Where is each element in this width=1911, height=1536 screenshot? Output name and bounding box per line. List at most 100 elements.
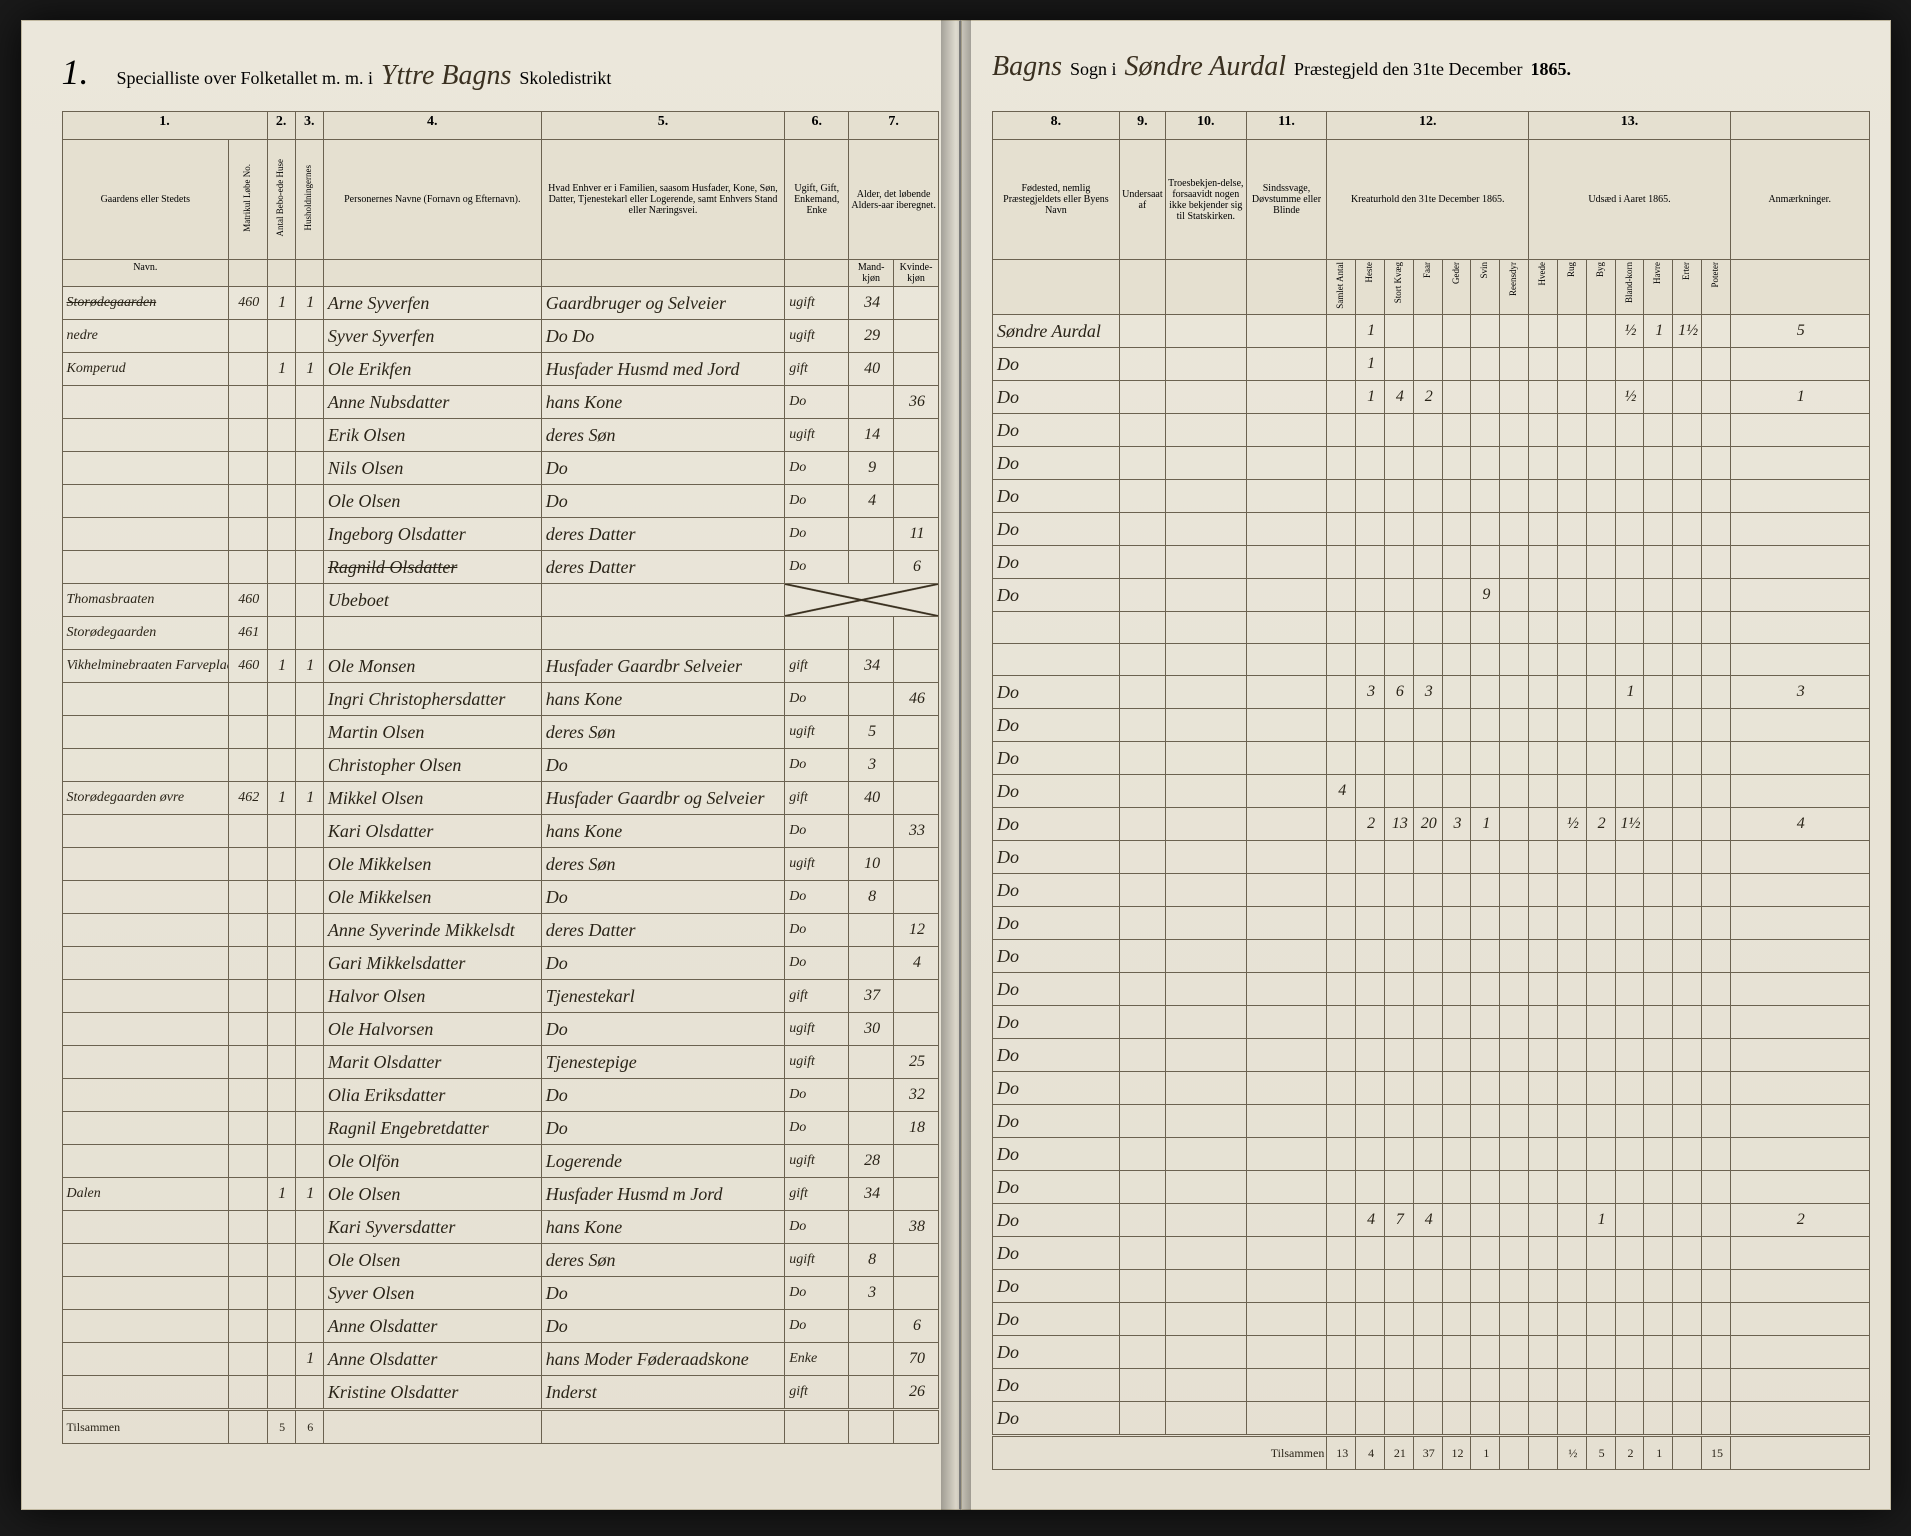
cell <box>1673 741 1702 774</box>
cell: 1 <box>295 1178 323 1211</box>
cell <box>1615 1005 1644 1038</box>
cell: 33 <box>894 815 939 848</box>
cell <box>1165 1368 1246 1401</box>
cell <box>1644 1368 1673 1401</box>
cell <box>1730 1236 1869 1269</box>
cell <box>1529 807 1558 840</box>
cell: deres Søn <box>541 848 784 881</box>
cell <box>1673 774 1702 807</box>
cell <box>1673 807 1702 840</box>
cell: Enke <box>785 1343 849 1376</box>
right-footer: Tilsammen 13 4 21 37 12 1 ½ 5 2 1 15 <box>993 1435 1870 1469</box>
cell <box>894 1277 939 1310</box>
cell <box>1471 675 1500 708</box>
cell: ½ <box>1557 807 1586 840</box>
cell <box>1384 1170 1413 1203</box>
cell <box>1119 906 1165 939</box>
cell: 1 <box>1356 380 1385 413</box>
cell <box>1615 774 1644 807</box>
h-navn-sub: Navn. <box>62 260 229 287</box>
cell: 4 <box>849 485 894 518</box>
cell <box>229 1244 267 1277</box>
cell: Do <box>993 774 1120 807</box>
cell <box>1529 1137 1558 1170</box>
cell <box>1384 741 1413 774</box>
cell <box>1500 446 1529 479</box>
cell <box>295 980 323 1013</box>
cell <box>1586 512 1615 545</box>
table-row: Kari Olsdatterhans KoneDo33 <box>62 815 939 848</box>
cell <box>1119 972 1165 1005</box>
cell: Do <box>785 452 849 485</box>
cell <box>1730 1401 1869 1435</box>
col-header-row-r: Fødested, nemlig Præstegjeldets eller By… <box>993 140 1870 260</box>
cell <box>1586 446 1615 479</box>
page-number: 1. <box>62 51 89 93</box>
cell <box>1413 413 1442 446</box>
cell <box>1165 1302 1246 1335</box>
cell: 1 <box>1615 675 1644 708</box>
cell <box>1730 347 1869 380</box>
table-row: Ole MikkelsenDoDo8 <box>62 881 939 914</box>
cell <box>849 914 894 947</box>
cell <box>1673 578 1702 611</box>
cell <box>1702 643 1731 675</box>
cell <box>1384 1368 1413 1401</box>
cell <box>267 1013 295 1046</box>
cell <box>1500 413 1529 446</box>
cell <box>1586 1038 1615 1071</box>
cell <box>1730 972 1869 1005</box>
table-row: Gari MikkelsdatterDoDo4 <box>62 947 939 980</box>
cell <box>1327 1368 1356 1401</box>
cell <box>1586 1368 1615 1401</box>
cell <box>1413 1071 1442 1104</box>
sum-hh: 6 <box>295 1410 323 1444</box>
cell: Do <box>993 446 1120 479</box>
cell <box>1413 578 1442 611</box>
cell <box>1702 578 1731 611</box>
cell <box>1442 708 1471 741</box>
cell: Do <box>993 840 1120 873</box>
cell <box>1586 1269 1615 1302</box>
cell <box>1586 840 1615 873</box>
cell <box>1442 446 1471 479</box>
cell <box>1500 1368 1529 1401</box>
cell <box>1246 545 1327 578</box>
cell: Ole Mikkelsen <box>323 848 541 881</box>
cell <box>1615 1269 1644 1302</box>
cell <box>894 980 939 1013</box>
cell <box>1327 1104 1356 1137</box>
cell <box>229 1343 267 1376</box>
table-row: Do <box>993 906 1870 939</box>
cell <box>1471 611 1500 643</box>
cell <box>1384 1137 1413 1170</box>
cell <box>1356 1401 1385 1435</box>
cell <box>1644 578 1673 611</box>
cell <box>1119 1104 1165 1137</box>
cell <box>1471 380 1500 413</box>
cell <box>1529 675 1558 708</box>
cell <box>1557 545 1586 578</box>
cell <box>1557 413 1586 446</box>
cell <box>267 815 295 848</box>
table-row: Do <box>993 840 1870 873</box>
cell <box>295 848 323 881</box>
cell <box>1644 1137 1673 1170</box>
cell <box>1413 1038 1442 1071</box>
cell <box>1557 479 1586 512</box>
cell: 1 <box>267 353 295 386</box>
cell <box>1119 708 1165 741</box>
cell: 3 <box>849 1277 894 1310</box>
cell <box>267 617 295 650</box>
cell <box>1586 1104 1615 1137</box>
h-fam: Hvad Enhver er i Familien, saasom Husfad… <box>541 140 784 260</box>
col-number-row-r: 8. 9. 10. 11. 12. 13. <box>993 112 1870 140</box>
cell <box>1730 906 1869 939</box>
cell <box>1327 1401 1356 1435</box>
cell <box>1644 708 1673 741</box>
cell <box>1730 446 1869 479</box>
cell <box>1644 446 1673 479</box>
cell <box>1246 643 1327 675</box>
table-row: Anne Syverinde Mikkelsdtderes DatterDo12 <box>62 914 939 947</box>
cell <box>1356 1368 1385 1401</box>
